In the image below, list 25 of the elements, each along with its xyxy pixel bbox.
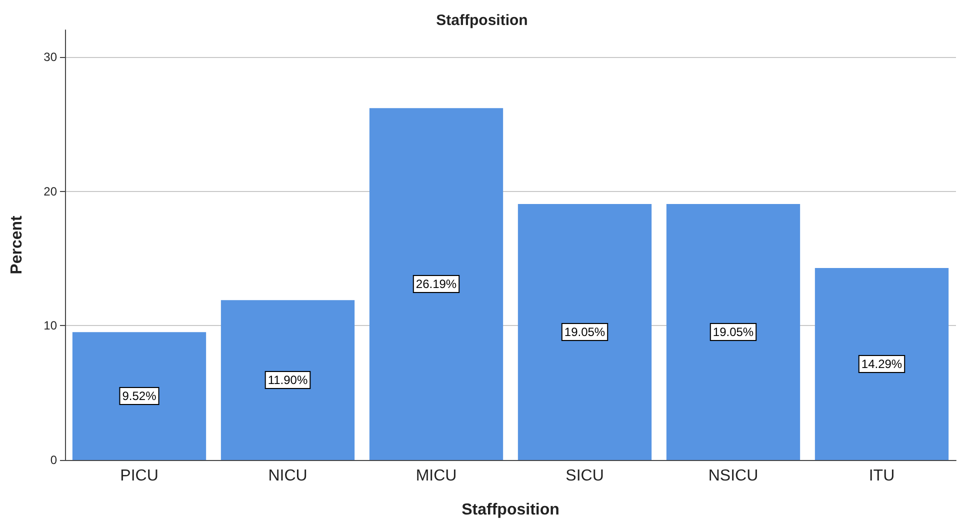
x-axis-title: Staffposition [462,502,560,518]
bar [72,332,206,460]
x-tick-label: NSICU [708,468,758,484]
y-tick-label: 20 [44,184,58,198]
y-tick-label: 30 [44,50,58,64]
bar [369,108,504,460]
data-label: 9.52% [122,389,157,404]
x-tick-label: SICU [566,468,604,484]
data-label: 19.05% [564,325,606,340]
data-label: 26.19% [416,277,457,292]
bar [666,204,800,460]
data-label: 19.05% [712,325,754,340]
x-tick-label: PICU [120,468,158,484]
y-tick-label: 0 [50,453,58,467]
x-tick-label: MICU [416,468,457,484]
y-tick-label: 10 [44,318,58,333]
data-label: 11.90% [268,373,308,388]
x-tick-label: ITU [868,468,895,484]
bar [814,268,949,460]
bar [518,204,652,460]
bar [220,300,355,460]
x-tick-label: NICU [268,468,308,484]
data-label: 14.29% [861,356,902,371]
chart-title: Staffposition [436,12,528,29]
y-axis-title: Percent [8,214,26,274]
